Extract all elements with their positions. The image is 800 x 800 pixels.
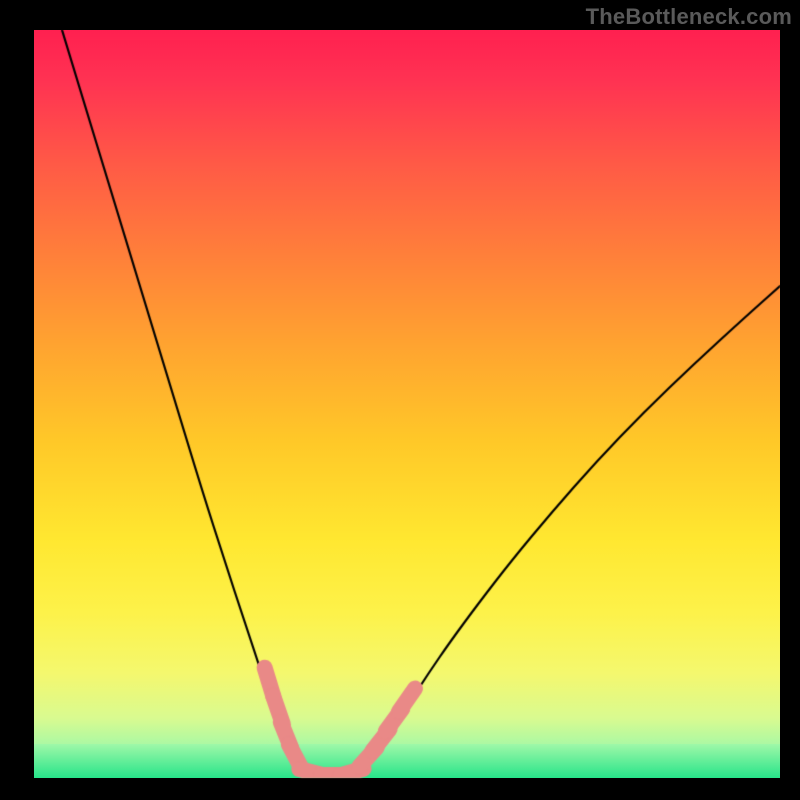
watermark-text: TheBottleneck.com — [586, 4, 792, 30]
chart-stage: TheBottleneck.com — [0, 0, 800, 800]
bottleneck-curve-canvas — [0, 0, 800, 800]
